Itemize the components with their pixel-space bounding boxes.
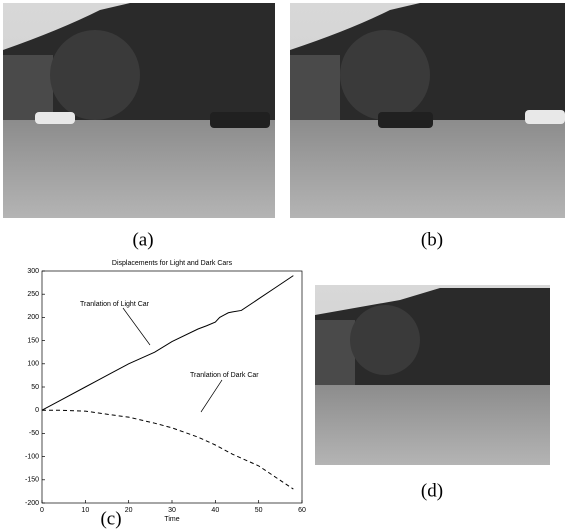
y-tick-label: -50 (29, 430, 39, 437)
y-tick-label: 100 (27, 361, 39, 368)
x-tick-label: 40 (211, 507, 219, 514)
photo-d (315, 285, 550, 465)
y-tick-label: 50 (31, 384, 39, 391)
panel-label: (d) (421, 480, 443, 501)
y-tick-label: -150 (25, 477, 39, 484)
annotation: Tranlation of Dark Car (190, 372, 259, 379)
x-tick-label: 20 (125, 507, 133, 514)
x-tick-label: 0 (40, 507, 44, 514)
x-tick-label: 50 (255, 507, 263, 514)
photo-a (3, 3, 275, 218)
y-tick-label: -200 (25, 500, 39, 507)
arrow (122, 307, 151, 346)
y-tick-label: 0 (35, 407, 39, 414)
y-tick-label: 250 (27, 291, 39, 298)
y-tick-label: 300 (27, 268, 39, 275)
panel-label: (a) (132, 229, 153, 250)
y-tick-label: 150 (27, 337, 39, 344)
photo-b (290, 3, 565, 218)
annotation: Tranlation of Light Car (80, 301, 150, 308)
x-tick-label: 10 (81, 507, 89, 514)
series-line (41, 275, 294, 411)
y-tick-label: 200 (27, 314, 39, 321)
x-tick-label: 60 (298, 507, 306, 514)
panel-label: (b) (421, 229, 443, 250)
arrow (200, 379, 223, 413)
x-axis-label: Time (164, 516, 179, 523)
chart-title: Displacements for Light and Dark Cars (112, 260, 233, 267)
panel-label: (c) (100, 508, 121, 529)
y-tick-label: -100 (25, 453, 39, 460)
x-tick-label: 30 (168, 507, 176, 514)
series-line (42, 409, 294, 490)
